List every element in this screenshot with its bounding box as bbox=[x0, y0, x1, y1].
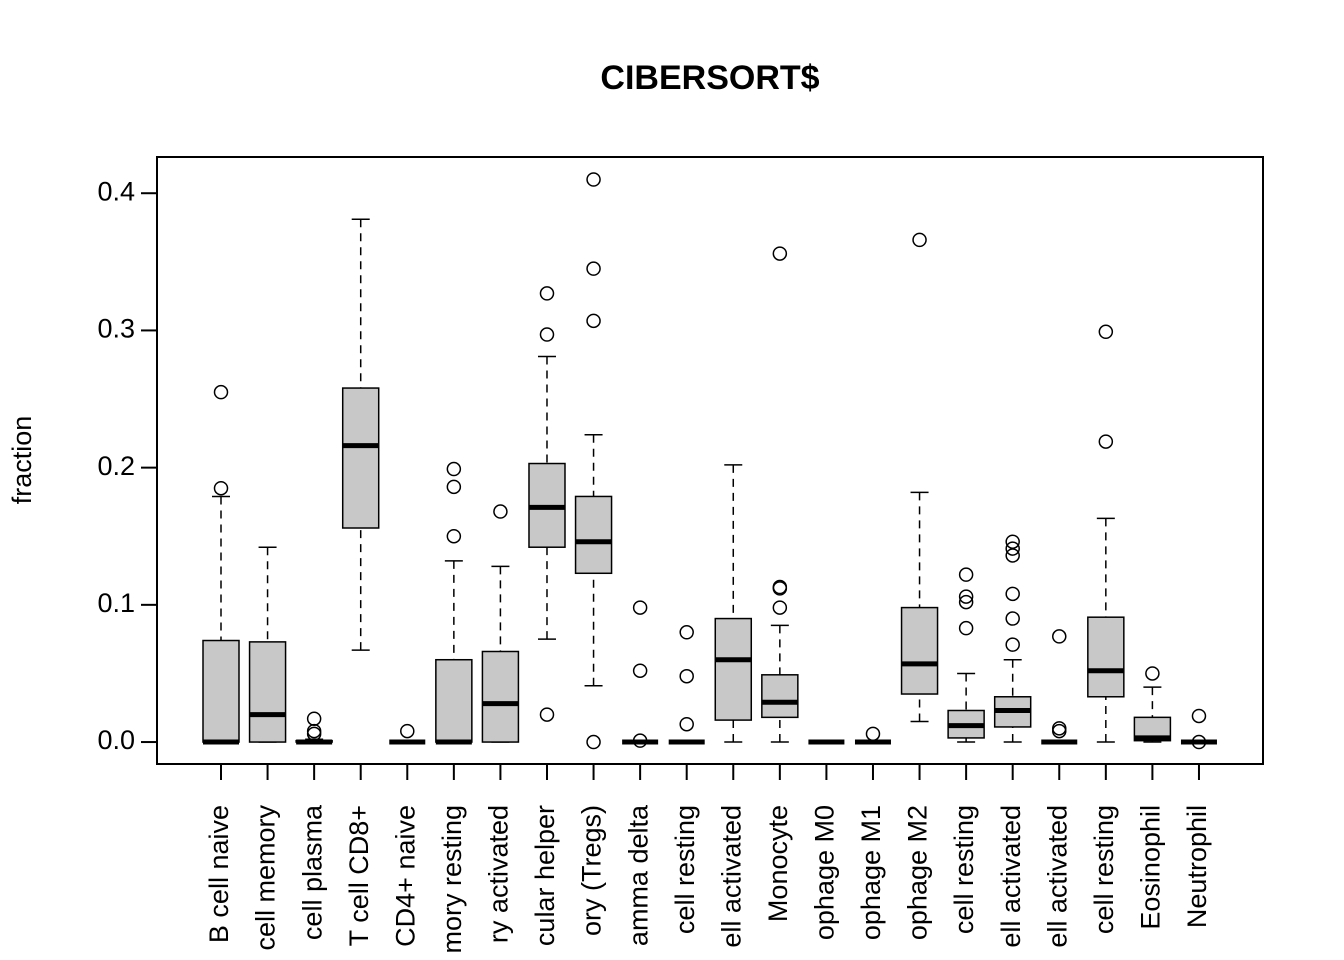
box bbox=[435, 658, 473, 743]
plot-frame bbox=[156, 156, 1264, 765]
x-tick-label: ry activated bbox=[484, 805, 514, 943]
box bbox=[1087, 616, 1125, 698]
outlier bbox=[539, 286, 555, 301]
box bbox=[248, 641, 287, 743]
box bbox=[1133, 716, 1172, 742]
outlier bbox=[1098, 434, 1114, 449]
x-tick-label: cell resting bbox=[670, 805, 700, 934]
outlier bbox=[446, 461, 462, 477]
outlier bbox=[213, 480, 229, 496]
box bbox=[202, 639, 240, 743]
outlier bbox=[1145, 666, 1160, 681]
x-tick-label: Neutrophil bbox=[1182, 805, 1212, 928]
y-tick-label: 0.4 bbox=[97, 176, 135, 206]
box bbox=[574, 495, 613, 575]
y-tick-label: 0.2 bbox=[97, 451, 135, 481]
outlier bbox=[1052, 629, 1067, 644]
outlier bbox=[679, 716, 694, 732]
outlier bbox=[1191, 734, 1207, 750]
outlier bbox=[539, 327, 555, 342]
outlier bbox=[446, 479, 462, 495]
outlier bbox=[958, 567, 974, 582]
x-tick-label: amma delta bbox=[623, 804, 653, 946]
box bbox=[341, 387, 380, 529]
outlier bbox=[865, 726, 881, 742]
box bbox=[714, 617, 753, 721]
x-tick-label: Monocyte bbox=[763, 805, 793, 922]
outlier bbox=[1005, 637, 1020, 652]
box bbox=[900, 606, 939, 695]
outlier bbox=[1005, 541, 1020, 556]
x-tick-label: ell activated bbox=[716, 805, 746, 948]
x-tick-label: mory resting bbox=[437, 805, 467, 954]
box bbox=[481, 650, 520, 743]
y-tick-label: 0.3 bbox=[97, 314, 135, 344]
x-tick-label: B cell naive bbox=[204, 805, 234, 943]
x-tick-label: cular helper bbox=[530, 805, 560, 946]
x-tick-label: cell memory bbox=[251, 805, 281, 951]
outlier bbox=[1052, 723, 1067, 739]
outlier bbox=[446, 528, 462, 544]
outlier bbox=[539, 707, 555, 722]
outlier bbox=[493, 504, 508, 519]
x-tick-label: CD4+ naive bbox=[390, 805, 420, 947]
outlier bbox=[632, 733, 648, 748]
outlier bbox=[1098, 324, 1114, 340]
y-tick-label: 0.1 bbox=[97, 588, 135, 618]
outlier bbox=[958, 589, 974, 604]
outlier bbox=[772, 600, 788, 615]
y-axis-label: fraction bbox=[7, 416, 37, 505]
outlier bbox=[1005, 611, 1020, 626]
outlier bbox=[1191, 708, 1207, 724]
x-tick-label: cell resting bbox=[949, 805, 979, 934]
outlier bbox=[912, 232, 927, 248]
outlier bbox=[958, 620, 974, 636]
outlier bbox=[306, 711, 322, 726]
outlier bbox=[586, 734, 601, 750]
outlier bbox=[632, 600, 648, 615]
outlier bbox=[632, 663, 648, 678]
outlier bbox=[679, 625, 694, 640]
outlier bbox=[1052, 721, 1067, 736]
outlier bbox=[772, 579, 788, 595]
x-tick-label: Eosinophil bbox=[1136, 805, 1166, 930]
outlier bbox=[306, 723, 322, 739]
outlier bbox=[400, 723, 415, 739]
x-tick-label: T cell CD8+ bbox=[344, 805, 374, 946]
x-tick-label: ory (Tregs) bbox=[577, 805, 607, 936]
outlier bbox=[679, 668, 694, 684]
box bbox=[761, 674, 799, 719]
outlier bbox=[586, 261, 601, 276]
x-tick-label: ophage M2 bbox=[903, 805, 933, 940]
outlier bbox=[213, 384, 229, 400]
x-tick-label: ophage M0 bbox=[810, 805, 840, 940]
x-tick-label: cell plasma bbox=[297, 804, 327, 940]
outlier bbox=[306, 726, 322, 742]
outlier bbox=[958, 594, 974, 610]
outlier bbox=[1005, 534, 1020, 549]
y-tick-label: 0.0 bbox=[97, 725, 135, 755]
x-tick-label: cell resting bbox=[1089, 805, 1119, 934]
outlier bbox=[772, 246, 788, 261]
outlier bbox=[1005, 586, 1020, 602]
chart-title: CIBERSORT$ bbox=[600, 59, 819, 97]
outlier bbox=[586, 172, 601, 187]
x-tick-label: ophage M1 bbox=[856, 805, 886, 940]
x-tick-label: ell activated bbox=[996, 805, 1026, 948]
outlier bbox=[586, 313, 601, 329]
x-tick-label: ell activated bbox=[1042, 805, 1072, 948]
